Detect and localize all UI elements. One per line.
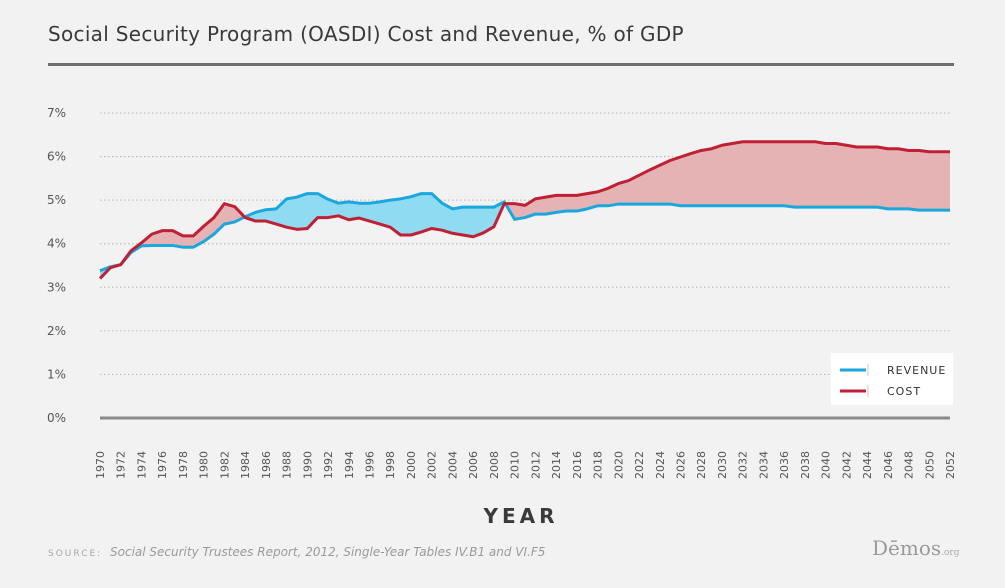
chart-title: Social Security Program (OASDI) Cost and…	[48, 22, 684, 46]
x-tick-label: 1972	[115, 451, 128, 479]
y-tick-label: 4%	[47, 237, 66, 251]
logo-suffix: .org	[941, 548, 960, 558]
source-label: SOURCE:	[48, 549, 103, 559]
x-tick-label: 2030	[716, 451, 729, 479]
x-tick-label: 2036	[778, 451, 791, 479]
source-text: Social Security Trustees Report, 2012, S…	[110, 545, 546, 559]
x-tick-label: 2038	[799, 451, 812, 479]
title-divider	[48, 63, 954, 66]
x-tick-label: 2024	[654, 451, 667, 479]
x-tick-label: 1974	[135, 451, 148, 479]
y-tick-label: 2%	[47, 324, 66, 338]
x-tick-label: 1984	[239, 451, 252, 479]
x-tick-label: 2006	[467, 451, 480, 479]
x-tick-label: 2010	[509, 451, 522, 479]
x-tick-label: 1988	[281, 451, 294, 479]
x-tick-label: 2028	[695, 451, 708, 479]
x-tick-label: 2032	[737, 451, 750, 479]
x-tick-label: 1992	[322, 451, 335, 479]
x-tick-label: 2052	[944, 451, 957, 479]
x-tick-label: 2044	[861, 451, 874, 479]
logo-name: Dēmos	[872, 536, 942, 560]
demos-logo: Dēmos.org	[872, 536, 959, 560]
y-tick-label: 5%	[47, 193, 66, 207]
x-tick-label: 1986	[260, 451, 273, 479]
revenue-line	[99, 192, 950, 273]
legend-box	[831, 353, 953, 405]
y-tick-label: 3%	[47, 280, 66, 294]
x-tick-label: 2040	[820, 451, 833, 479]
legend-label-revenue: REVENUE	[887, 364, 946, 377]
surplus-area	[244, 193, 506, 237]
x-tick-label: 2004	[446, 451, 459, 479]
source-note: SOURCE: Social Security Trustees Report,…	[48, 545, 545, 559]
x-tick-label: 2046	[882, 451, 895, 479]
deficit-area	[505, 141, 950, 220]
x-tick-label: 1976	[156, 451, 169, 479]
x-tick-label: 1998	[384, 451, 397, 479]
x-tick-label: 2002	[426, 451, 439, 479]
x-tick-label: 2012	[529, 451, 542, 479]
x-tick-label: 2050	[923, 451, 936, 479]
x-tick-label: 2022	[633, 451, 646, 479]
x-axis-label: YEAR	[482, 504, 558, 528]
y-tick-label: 1%	[47, 367, 66, 381]
x-tick-label: 1970	[94, 451, 107, 479]
x-tick-label: 1980	[198, 451, 211, 479]
legend-label-cost: COST	[887, 385, 921, 398]
x-tick-label: 1996	[364, 451, 377, 479]
x-tick-label: 2034	[757, 451, 770, 479]
x-tick-label: 2018	[592, 451, 605, 479]
cost-line	[98, 140, 950, 280]
x-tick-label: 2048	[903, 451, 916, 479]
x-tick-label: 2014	[550, 451, 563, 479]
x-tick-label: 1994	[343, 451, 356, 479]
x-tick-label: 2020	[612, 451, 625, 479]
y-tick-label: 7%	[47, 106, 66, 120]
y-tick-label: 0%	[47, 411, 66, 425]
x-tick-label: 2042	[840, 451, 853, 479]
x-tick-label: 2000	[405, 451, 418, 479]
x-tick-label: 1978	[177, 451, 190, 479]
x-tick-label: 2026	[674, 451, 687, 479]
x-tick-label: 1982	[218, 451, 231, 479]
x-tick-label: 2008	[488, 451, 501, 479]
y-tick-label: 6%	[47, 150, 66, 164]
x-tick-label: 1990	[301, 451, 314, 479]
x-tick-label: 2016	[571, 451, 584, 479]
